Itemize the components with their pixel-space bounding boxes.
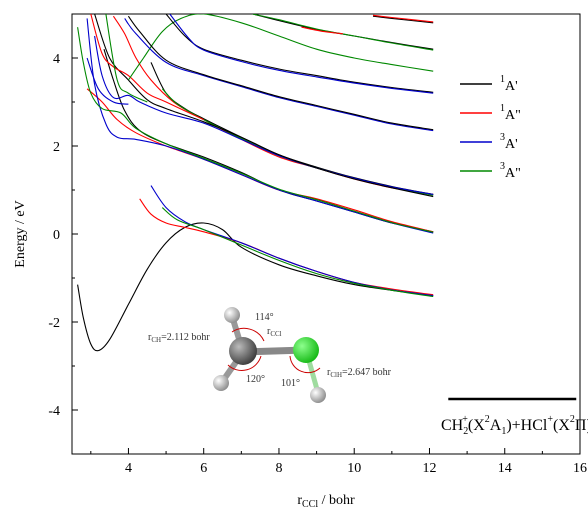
angle-right-label: 101° — [281, 378, 300, 389]
angle-left-label: 120° — [246, 374, 265, 385]
curve-1-a-prime — [372, 15, 434, 24]
curve-1-a-prime — [165, 14, 434, 93]
curve-1-a-double-prime — [372, 14, 434, 23]
y-axis-ticks: -4 -2 0 2 4 — [48, 13, 78, 455]
curve-1-a-prime — [94, 14, 434, 198]
y-tick-label: -2 — [48, 316, 60, 331]
curve-3-a-double-prime — [127, 14, 434, 81]
y-axis-label: Energy / eV — [13, 200, 28, 267]
curve-1-a-prime — [127, 15, 434, 131]
carbon-atom — [229, 337, 257, 365]
x-tick-label: 8 — [275, 461, 282, 476]
legend-entry: 1A" — [500, 103, 521, 123]
potential-curves — [77, 14, 434, 352]
curve-3-a-prime — [150, 185, 434, 297]
legend-entry: 3A' — [500, 132, 518, 152]
curve-1-a-double-prime — [90, 14, 204, 121]
y-tick-label: 2 — [53, 140, 60, 155]
x-tick-label: 14 — [498, 461, 512, 476]
hydrogen-atom-top — [224, 307, 240, 323]
legend: 1A' 1A" 3A' 3A" — [460, 74, 521, 181]
angle-top-label: 114° — [255, 312, 274, 323]
x-axis-label: rCCl / bohr — [297, 493, 355, 510]
curve-1-a-double-prime — [139, 198, 434, 296]
x-tick-label: 16 — [573, 461, 587, 476]
hydrogen-atom-bottom — [213, 375, 229, 391]
legend-entry: 3A" — [500, 161, 521, 181]
asymptote-label: CH2+(X2A1)+HCl+(X2Π) — [441, 414, 588, 437]
curve-3-a-double-prime — [161, 207, 434, 298]
curve-3-a-double-prime — [105, 14, 148, 103]
rcih-label: rClH=2.647 bohr — [327, 367, 392, 379]
curve-3-a-prime — [94, 35, 434, 195]
rch-label: rCH=2.112 bohr — [148, 332, 210, 344]
curve-1-a-double-prime — [301, 26, 343, 35]
curve-1-a-prime — [150, 62, 434, 195]
curve-3-a-prime — [86, 18, 434, 234]
x-tick-label: 10 — [347, 461, 361, 476]
curve-3-a-prime — [169, 14, 434, 94]
curve-3-a-prime — [124, 18, 434, 132]
molecule-inset: 114° 120° 101° rCH=2.112 bohr rCCl rClH=… — [148, 307, 392, 403]
chlorine-atom — [293, 337, 319, 363]
x-tick-label: 12 — [422, 461, 436, 476]
curve-1-a-double-prime — [86, 88, 434, 233]
legend-entry: 1A' — [500, 74, 518, 94]
x-tick-label: 4 — [125, 461, 132, 476]
y-tick-label: -4 — [48, 404, 60, 419]
curve-3-a-prime — [86, 57, 129, 105]
y-tick-label: 0 — [53, 228, 60, 243]
rccl-label: rCCl — [267, 326, 282, 338]
y-tick-label: 4 — [53, 52, 60, 67]
hydrogen-atom-cl — [310, 387, 326, 403]
curve-3-a-double-prime — [77, 27, 434, 233]
x-axis-ticks: 4 6 8 10 12 14 16 — [90, 448, 587, 476]
curve-3-a-double-prime — [161, 88, 434, 196]
curve-1-a-double-prime — [112, 15, 434, 195]
x-tick-label: 6 — [200, 461, 207, 476]
